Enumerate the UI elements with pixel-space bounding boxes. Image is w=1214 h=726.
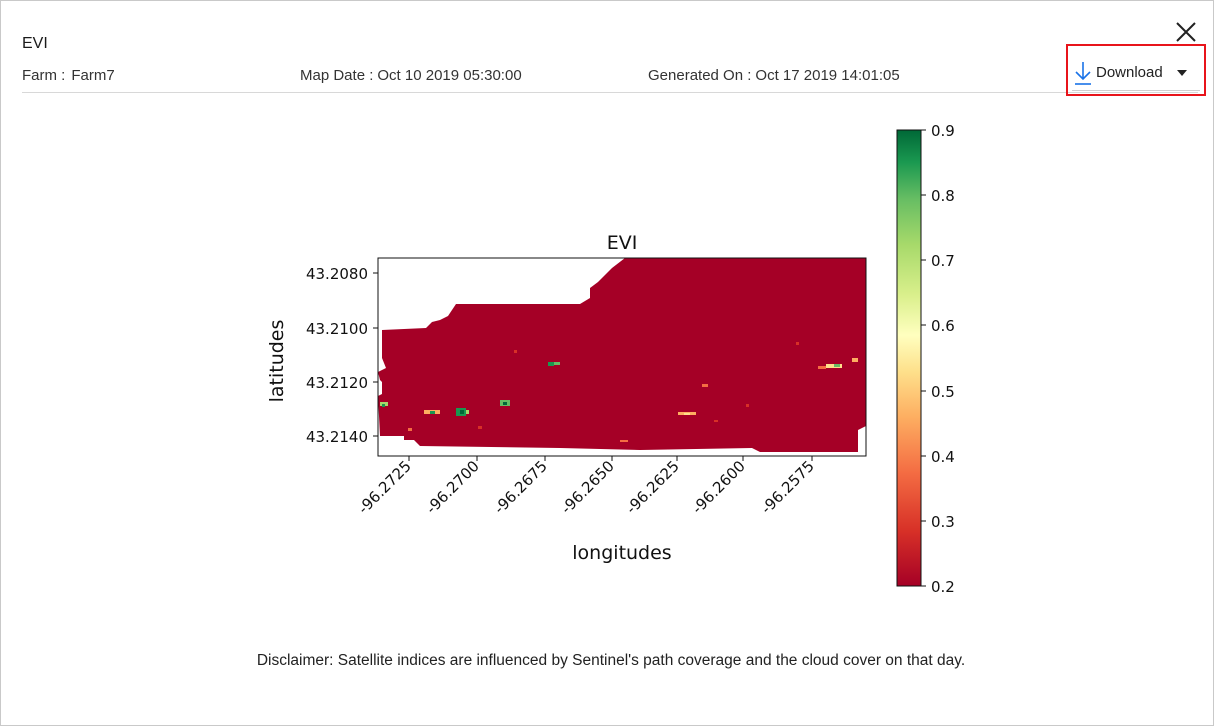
download-label: Download <box>1096 64 1163 81</box>
header-divider <box>22 92 1198 93</box>
colorbar-tick-label: 0.4 <box>931 448 955 466</box>
evi-field-polygon <box>378 258 866 452</box>
pixel-mid <box>684 413 690 415</box>
farm-label: Farm : <box>22 67 66 84</box>
pixel-high <box>554 362 560 365</box>
x-tick-label: -96.2625 <box>622 457 682 517</box>
y-tick-label: 43.2140 <box>306 428 368 446</box>
pixel-mid <box>796 342 799 345</box>
x-tick-label: -96.2725 <box>354 457 414 517</box>
pixel-mid <box>408 428 412 431</box>
y-axis: 43.2080 43.2100 43.2120 43.2140 latitude… <box>266 265 378 446</box>
colorbar-gradient <box>896 129 922 587</box>
download-highlight-box <box>1066 44 1206 96</box>
colorbar-tick-label: 0.9 <box>931 122 955 140</box>
generated-on-info: Generated On : Oct 17 2019 14:01:05 <box>648 67 900 84</box>
pixel-mid <box>466 410 469 414</box>
colorbar-tick-label: 0.6 <box>931 317 955 335</box>
pixel-mid <box>514 350 517 353</box>
x-tick-label: -96.2650 <box>557 457 617 517</box>
close-button[interactable] <box>1172 18 1200 46</box>
colorbar-tick-label: 0.2 <box>931 578 955 596</box>
pixel-high <box>460 410 464 414</box>
pixel-high <box>382 404 385 407</box>
download-button[interactable]: Download <box>1072 55 1200 91</box>
pixel-mid <box>620 440 628 442</box>
generated-on-label: Generated On : <box>648 67 752 84</box>
chart-title: EVI <box>607 232 638 254</box>
x-axis: -96.2725 -96.2700 -96.2675 -96.2650 -96.… <box>354 456 818 564</box>
pixel-mid <box>818 366 826 369</box>
heatmap-area <box>378 258 866 452</box>
colorbar-tick-label: 0.7 <box>931 252 955 270</box>
pixel-mid <box>852 358 858 362</box>
pixel-high <box>834 364 840 367</box>
colorbar-tick-label: 0.3 <box>931 513 955 531</box>
y-tick-label: 43.2100 <box>306 320 368 338</box>
farm-value: Farm7 <box>71 67 115 84</box>
x-tick-label: -96.2675 <box>490 457 550 517</box>
pixel-mid <box>746 404 749 407</box>
pixel-high <box>548 362 554 366</box>
colorbar: 0.9 0.8 0.7 0.6 0.5 0.4 0.3 0.2 <box>896 122 955 596</box>
x-tick-label: -96.2575 <box>757 457 817 517</box>
pixel-high <box>430 411 435 414</box>
close-icon <box>1176 22 1196 42</box>
pixel-mid <box>702 384 708 387</box>
farm-info: Farm : Farm7 <box>22 67 115 84</box>
dialog-title: EVI <box>22 35 48 52</box>
pixel-mid <box>714 420 718 422</box>
disclaimer-text: Disclaimer: Satellite indices are influe… <box>256 652 966 669</box>
x-axis-label: longitudes <box>572 542 671 564</box>
y-tick-label: 43.2080 <box>306 265 368 283</box>
x-tick-label: -96.2600 <box>688 457 748 517</box>
pixel-mid <box>478 426 482 429</box>
x-tick-label: -96.2700 <box>422 457 482 517</box>
y-tick-label: 43.2120 <box>306 374 368 392</box>
chevron-down-icon[interactable] <box>1176 69 1187 76</box>
colorbar-tick-label: 0.8 <box>931 187 955 205</box>
map-date-label: Map Date : <box>300 67 374 84</box>
download-arrow-icon <box>1072 60 1094 86</box>
heatmap-highlights <box>380 342 858 442</box>
colorbar-tick-label: 0.5 <box>931 383 955 401</box>
generated-on-value: Oct 17 2019 14:01:05 <box>755 67 900 84</box>
map-date-info: Map Date : Oct 10 2019 05:30:00 <box>300 67 522 84</box>
map-date-value: Oct 10 2019 05:30:00 <box>377 67 522 84</box>
y-axis-label: latitudes <box>266 320 288 403</box>
plot-axes-frame <box>377 257 867 457</box>
pixel-high <box>503 402 507 405</box>
